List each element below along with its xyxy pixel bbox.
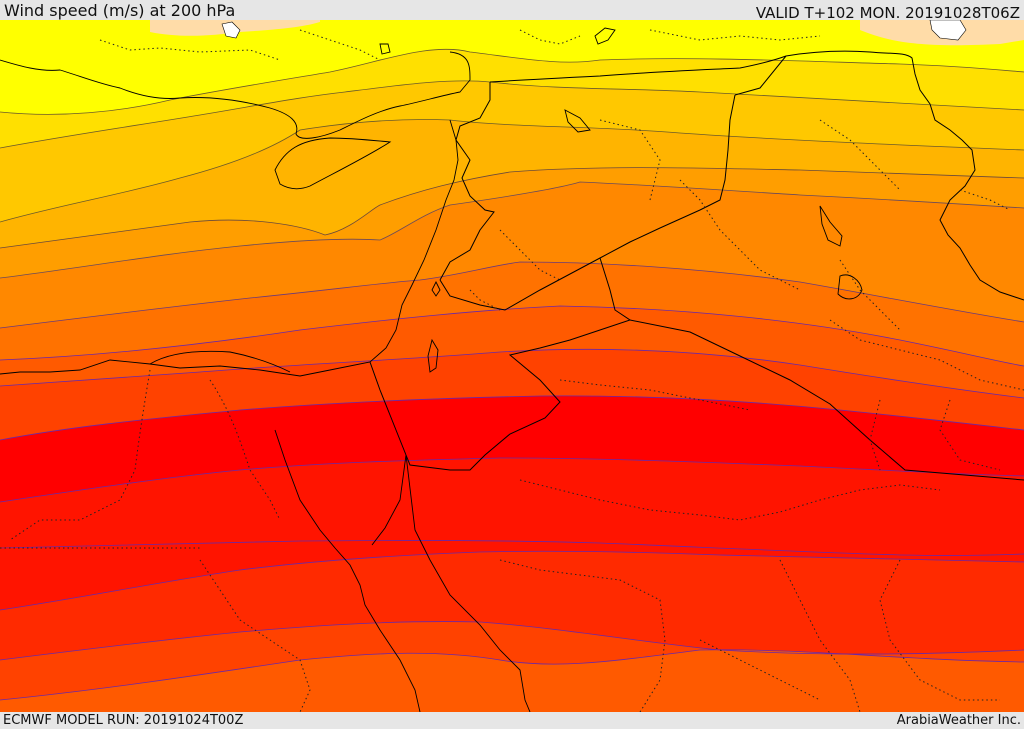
province-line bbox=[469, 289, 501, 311]
map-title: Wind speed (m/s) at 200 hPa bbox=[4, 1, 236, 20]
contour-line bbox=[0, 119, 1024, 223]
border-line bbox=[369, 361, 407, 456]
province-line bbox=[499, 559, 666, 712]
contour-line bbox=[0, 649, 1024, 701]
contour-line bbox=[0, 395, 1024, 441]
province-line bbox=[819, 119, 901, 191]
province-line bbox=[599, 119, 661, 201]
valid-time-label: VALID T+102 MON. 20191028T06Z bbox=[755, 4, 1020, 22]
lake-shape bbox=[221, 21, 241, 39]
border-line bbox=[439, 82, 495, 281]
cyprus-coast bbox=[274, 137, 392, 190]
water-bodies bbox=[221, 20, 967, 41]
map-canvas bbox=[0, 20, 1024, 712]
coastline-shape bbox=[379, 27, 616, 55]
province-line bbox=[499, 229, 561, 281]
contour-line bbox=[0, 181, 1024, 279]
province-line bbox=[209, 379, 281, 521]
border-line bbox=[629, 319, 1024, 481]
province-line bbox=[679, 179, 801, 291]
suez-coast bbox=[274, 429, 421, 712]
band-core bbox=[0, 395, 1024, 502]
contour-line bbox=[0, 348, 1024, 399]
band-14 bbox=[0, 649, 1024, 712]
wind-speed-map[interactable] bbox=[0, 20, 1024, 712]
galilee bbox=[431, 280, 441, 297]
contour-line bbox=[0, 457, 1024, 503]
province-line bbox=[519, 479, 941, 521]
model-run-label: ECMWF MODEL RUN: 20191024T00Z bbox=[3, 713, 244, 728]
lake-shape bbox=[929, 20, 967, 41]
province-line bbox=[559, 379, 751, 411]
sinai-coast bbox=[371, 454, 531, 712]
borders bbox=[369, 50, 1024, 481]
contour-line bbox=[0, 167, 1024, 249]
nile-delta bbox=[149, 350, 291, 373]
province-line bbox=[939, 399, 1001, 471]
contour-lines bbox=[0, 48, 1024, 701]
province-line bbox=[199, 559, 311, 712]
contour-line bbox=[0, 261, 1024, 329]
contour-line bbox=[0, 540, 1024, 556]
contour-line bbox=[0, 48, 1024, 115]
header-bar: Wind speed (m/s) at 200 hPa VALID T+102 … bbox=[0, 0, 1024, 22]
province-line bbox=[879, 559, 1000, 701]
border-line bbox=[734, 55, 787, 96]
contour-line bbox=[0, 305, 1024, 367]
province-line bbox=[649, 29, 821, 41]
province-line bbox=[869, 399, 881, 471]
province-line bbox=[99, 39, 281, 61]
border-line bbox=[439, 94, 736, 311]
border-line bbox=[785, 50, 1024, 301]
contour-line bbox=[0, 621, 1024, 661]
border-line bbox=[405, 257, 632, 471]
coastline-shape bbox=[564, 109, 591, 133]
coastline-shape bbox=[819, 205, 863, 300]
contour-line bbox=[0, 550, 1024, 611]
wind-speed-bands bbox=[0, 20, 1024, 712]
province-boundaries bbox=[0, 29, 1024, 712]
province-line bbox=[839, 259, 901, 331]
border-line bbox=[489, 55, 787, 83]
contour-line bbox=[0, 80, 1024, 149]
coastline-shape bbox=[0, 51, 471, 139]
credit-label: ArabiaWeather Inc. bbox=[896, 713, 1021, 728]
footer-bar: ECMWF MODEL RUN: 20191024T00Z ArabiaWeat… bbox=[0, 712, 1024, 729]
province-line bbox=[959, 189, 1011, 211]
province-line bbox=[519, 29, 581, 45]
dead-sea bbox=[427, 338, 439, 373]
